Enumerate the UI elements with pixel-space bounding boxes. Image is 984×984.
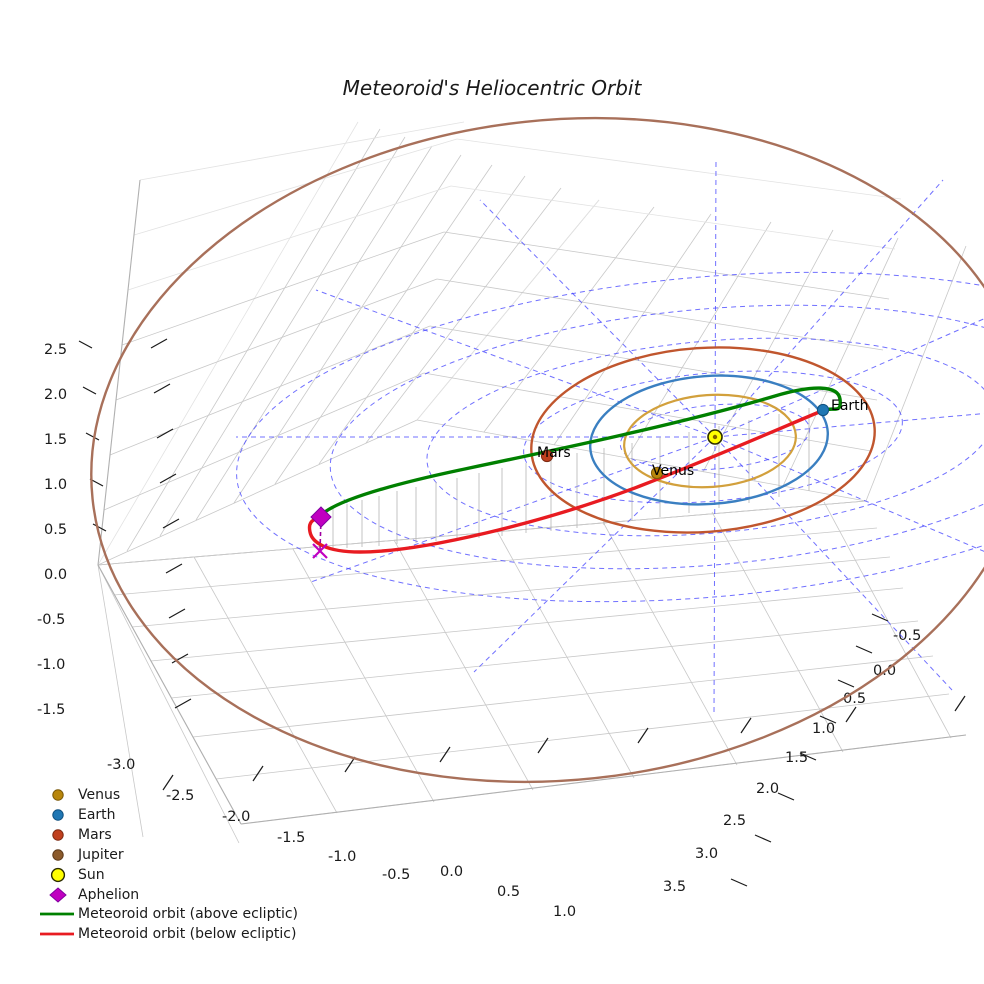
legend-label: Meteoroid orbit (above ecliptic) <box>78 906 298 922</box>
y-tick-label: 3.0 <box>695 846 718 862</box>
x-tick-label: -2.0 <box>222 809 250 825</box>
y-tick-label: 2.0 <box>756 781 779 797</box>
legend-item-meteoroid-above[interactable]: Meteoroid orbit (above ecliptic) <box>40 906 298 922</box>
sun-dot-icon <box>50 867 66 883</box>
y-tick-label: 0.5 <box>843 691 866 707</box>
sun-core-icon <box>712 434 718 440</box>
earth-marker-icon <box>816 403 830 417</box>
meteoroid-orbit-below-ecliptic <box>307 408 826 554</box>
y-tick-label: 2.5 <box>723 813 746 829</box>
legend-item-earth[interactable]: Earth <box>52 807 116 823</box>
legend-item-venus[interactable]: Venus <box>52 787 120 803</box>
aphelion-marker-group <box>310 506 332 559</box>
legend-item-aphelion[interactable]: Aphelion <box>49 887 139 903</box>
y-tick-label: 3.5 <box>663 879 686 895</box>
z-tick-label: 0.5 <box>44 522 67 538</box>
aphelion-dropline <box>319 517 322 551</box>
earth-label: Earth <box>831 398 869 414</box>
z-tick-label: 2.0 <box>44 387 67 403</box>
aphelion-cross-icon <box>312 543 328 559</box>
x-tick-label: -2.5 <box>166 788 194 804</box>
axes-panes <box>97 121 967 844</box>
page-title: Meteoroid's Heliocentric Orbit <box>343 76 643 100</box>
right-wall-grid <box>416 138 967 502</box>
legend-label: Venus <box>78 787 120 803</box>
venus-marker-icon <box>650 466 664 480</box>
x-axis-spine <box>97 564 242 825</box>
legend-item-sun[interactable]: Sun <box>50 867 105 883</box>
z-axis-tickmarks <box>150 338 192 709</box>
y-axis-tickmarks <box>730 613 889 887</box>
z-tick-label: 1.5 <box>44 432 67 448</box>
venus-orbit <box>623 393 797 489</box>
venus-label: Venus <box>652 463 694 479</box>
y-axis-tick-labels: -0.5 0.0 0.5 1.0 1.5 2.0 2.5 3.0 3.5 <box>663 628 921 895</box>
axis-spines <box>97 179 967 825</box>
sun-marker <box>707 429 723 445</box>
z-axis-ticks <box>78 340 107 532</box>
z-tick-label: -0.5 <box>37 612 65 628</box>
y-axis-spine <box>240 734 967 825</box>
earth-dot-icon <box>52 809 64 821</box>
x-tick-label: 1.0 <box>553 904 576 920</box>
x-axis-tick-labels: -3.0 -2.5 -2.0 -1.5 -1.0 -0.5 0.0 0.5 1.… <box>107 757 576 920</box>
aphelion-diamond-icon <box>310 506 332 528</box>
x-tick-label: -0.5 <box>382 867 410 883</box>
earth-orbit <box>589 374 829 506</box>
mars-orbit <box>530 346 876 534</box>
jupiter-orbit <box>90 116 984 784</box>
legend-label: Jupiter <box>77 847 124 863</box>
z-tick-label: 1.0 <box>44 477 67 493</box>
y-tick-label: 1.0 <box>812 721 835 737</box>
z-tick-label: 2.5 <box>44 342 67 358</box>
mars-dot-icon <box>52 829 64 841</box>
legend-label: Meteoroid orbit (below ecliptic) <box>78 926 296 942</box>
legend-label: Sun <box>78 867 105 883</box>
x-tick-label: 0.5 <box>497 884 520 900</box>
left-wall-grid <box>97 121 600 566</box>
z-tick-label: 0.0 <box>44 567 67 583</box>
legend-item-meteoroid-below[interactable]: Meteoroid orbit (below ecliptic) <box>40 926 296 942</box>
mars-marker-icon <box>540 449 554 463</box>
mars-marker-group: Mars <box>537 445 571 463</box>
y-tick-label: 1.5 <box>785 750 808 766</box>
z-axis-tick-labels: 2.5 2.0 1.5 1.0 0.5 0.0 -0.5 -1.0 -1.5 <box>37 342 67 718</box>
x-tick-label: 0.0 <box>440 864 463 880</box>
z-tick-label: -1.5 <box>37 702 65 718</box>
y-tick-label: -0.5 <box>893 628 921 644</box>
x-axis-tickmarks <box>162 695 966 791</box>
legend-label: Earth <box>78 807 116 823</box>
legend-label: Aphelion <box>78 887 139 903</box>
legend: Venus Earth Mars Jupiter Sun <box>40 787 298 942</box>
x-tick-label: -3.0 <box>107 757 135 773</box>
polar-grid-overlay <box>236 159 984 715</box>
x-tick-label: -1.5 <box>277 830 305 846</box>
legend-label: Mars <box>78 827 112 843</box>
legend-item-jupiter[interactable]: Jupiter <box>52 847 124 863</box>
z-tick-label: -1.0 <box>37 657 65 673</box>
venus-dot-icon <box>52 789 64 801</box>
earth-marker-group: Earth <box>816 398 869 417</box>
mars-label: Mars <box>537 445 571 461</box>
z-axis-spine <box>97 179 141 566</box>
aphelion-dot-icon <box>49 887 67 903</box>
x-tick-label: -1.0 <box>328 849 356 865</box>
jupiter-dot-icon <box>52 849 64 861</box>
meteoroid-orbit-above-ecliptic <box>316 386 842 520</box>
venus-marker-group: Venus <box>650 463 694 480</box>
legend-item-mars[interactable]: Mars <box>52 827 112 843</box>
